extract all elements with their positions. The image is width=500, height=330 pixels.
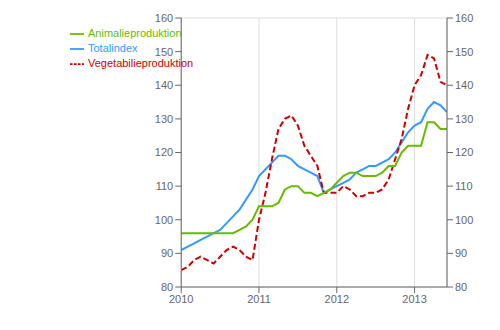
- svg-text:140: 140: [455, 79, 473, 91]
- svg-text:2011: 2011: [247, 293, 271, 305]
- html-text:Vegetabilieproduktion: Vegetabilieproduktion: [88, 57, 194, 70]
- svg-text:100: 100: [455, 214, 473, 226]
- svg-text:2013: 2013: [402, 293, 426, 305]
- html-text:Totalindex: Totalindex: [88, 42, 138, 55]
- svg-text:80: 80: [161, 281, 173, 293]
- svg-text:140: 140: [155, 79, 173, 91]
- svg-text:130: 130: [455, 113, 473, 125]
- svg-text:80: 80: [455, 281, 467, 293]
- svg-text:150: 150: [155, 46, 173, 58]
- svg-text:90: 90: [161, 247, 173, 259]
- svg-text:120: 120: [455, 146, 473, 158]
- svg-text:150: 150: [455, 46, 473, 58]
- svg-text:2010: 2010: [169, 293, 193, 305]
- svg-text:2012: 2012: [325, 293, 349, 305]
- svg-text:160: 160: [155, 12, 173, 24]
- svg-text:100: 100: [155, 214, 173, 226]
- svg-text:110: 110: [156, 180, 174, 192]
- svg-text:110: 110: [455, 180, 473, 192]
- html-text:Animalieproduktion: Animalieproduktion: [88, 27, 182, 39]
- svg-text:90: 90: [455, 247, 467, 259]
- svg-text:160: 160: [455, 12, 473, 24]
- svg-text:120: 120: [155, 146, 173, 158]
- svg-text:130: 130: [155, 113, 173, 125]
